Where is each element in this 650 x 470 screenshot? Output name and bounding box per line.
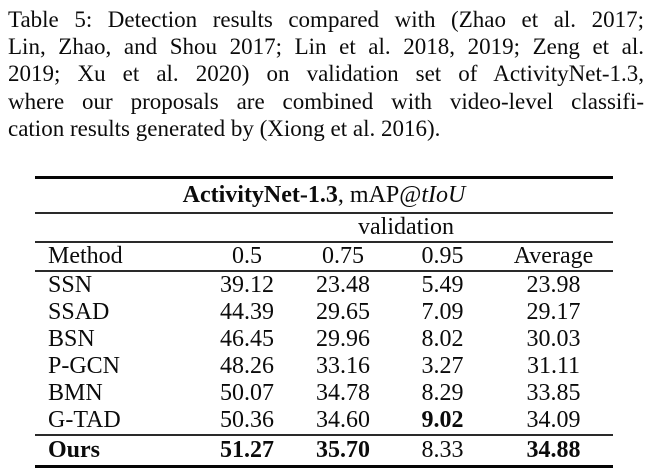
caption-line: Table 5: Detection results compared with… <box>8 7 644 32</box>
value-cell: 39.12 <box>220 272 274 298</box>
value-cell: 50.36 <box>220 407 274 433</box>
column-header-row: Method 0.5 0.75 0.95 Average <box>35 242 613 272</box>
value-cell: 23.98 <box>526 272 581 298</box>
value-cell: 3.27 <box>421 353 464 379</box>
value-cell: 9.02 <box>421 407 464 433</box>
table-title-row: ActivityNet-1.3, mAP@tIoU <box>35 177 613 214</box>
table-row: BSN 46.45 29.96 8.02 30.03 <box>35 326 613 353</box>
value-cell: 50.07 <box>220 380 274 406</box>
value-cell: 44.39 <box>220 299 274 325</box>
value-cell: 8.02 <box>421 326 464 352</box>
value-cell: 7.09 <box>421 299 464 325</box>
value-cell: 29.17 <box>526 299 581 325</box>
caption-line: 2019; Xu et al. 2020) on validation set … <box>8 61 644 87</box>
value-cell: 33.85 <box>526 380 581 406</box>
value-cell: 23.48 <box>316 272 370 298</box>
dataset-name: ActivityNet-1.3 <box>182 182 338 208</box>
value-cell: 33.16 <box>316 353 370 379</box>
tiou-math-symbol: tIoU <box>421 182 466 208</box>
column-header-iou-05: 0.5 <box>199 242 295 272</box>
table-row: P-GCN 48.26 33.16 3.27 31.11 <box>35 353 613 380</box>
value-cell: 29.65 <box>316 299 370 325</box>
metric-label: , mAP@ <box>337 182 422 208</box>
value-cell: 34.09 <box>526 407 581 433</box>
value-cell: 34.78 <box>316 380 370 406</box>
value-cell: 5.49 <box>421 272 464 298</box>
value-cell: 48.26 <box>220 353 274 379</box>
results-table: ActivityNet-1.3, mAP@tIoU validation Met… <box>35 176 613 468</box>
value-cell: 34.60 <box>316 407 370 433</box>
method-cell: BMN <box>48 380 103 406</box>
method-cell: SSN <box>48 272 93 298</box>
value-cell: 30.03 <box>526 326 581 352</box>
table-row: SSN 39.12 23.48 5.49 23.98 <box>35 271 613 299</box>
method-cell: P-GCN <box>48 353 121 379</box>
value-cell: 46.45 <box>220 326 274 352</box>
value-cell: 35.70 <box>295 434 391 466</box>
value-cell: 34.88 <box>494 434 613 466</box>
table-row: BMN 50.07 34.78 8.29 33.85 <box>35 380 613 407</box>
empty-cell <box>35 213 199 243</box>
value-cell: 51.27 <box>199 434 295 466</box>
value-cell: 8.29 <box>421 380 464 406</box>
method-cell: BSN <box>48 326 95 352</box>
column-header-method: Method <box>35 242 199 272</box>
method-cell: Ours <box>35 434 199 466</box>
value-cell: 31.11 <box>526 353 581 379</box>
column-header-iou-075: 0.75 <box>295 242 391 272</box>
validation-header-row: validation <box>35 213 613 243</box>
table-row: G-TAD 50.36 34.60 9.02 34.09 <box>35 407 613 435</box>
table-caption: Table 5: Detection results compared with… <box>8 6 644 142</box>
caption-line: cation results generated by (Xiong et al… <box>8 115 441 141</box>
table-row: Ours 51.27 35.70 8.33 34.88 <box>35 434 613 466</box>
value-cell: 8.33 <box>391 434 494 466</box>
table-title: ActivityNet-1.3, mAP@tIoU <box>35 177 613 214</box>
value-cell: 29.96 <box>316 326 370 352</box>
column-header-average: Average <box>494 242 613 272</box>
caption-line: where our proposals are combined with vi… <box>8 88 644 114</box>
caption-line: Lin, Zhao, and Shou 2017; Lin et al. 201… <box>8 34 644 60</box>
table-row: SSAD 44.39 29.65 7.09 29.17 <box>35 299 613 326</box>
method-cell: G-TAD <box>48 407 121 433</box>
validation-span-header: validation <box>199 213 613 243</box>
method-cell: SSAD <box>48 299 110 325</box>
column-header-iou-095: 0.95 <box>391 242 494 272</box>
